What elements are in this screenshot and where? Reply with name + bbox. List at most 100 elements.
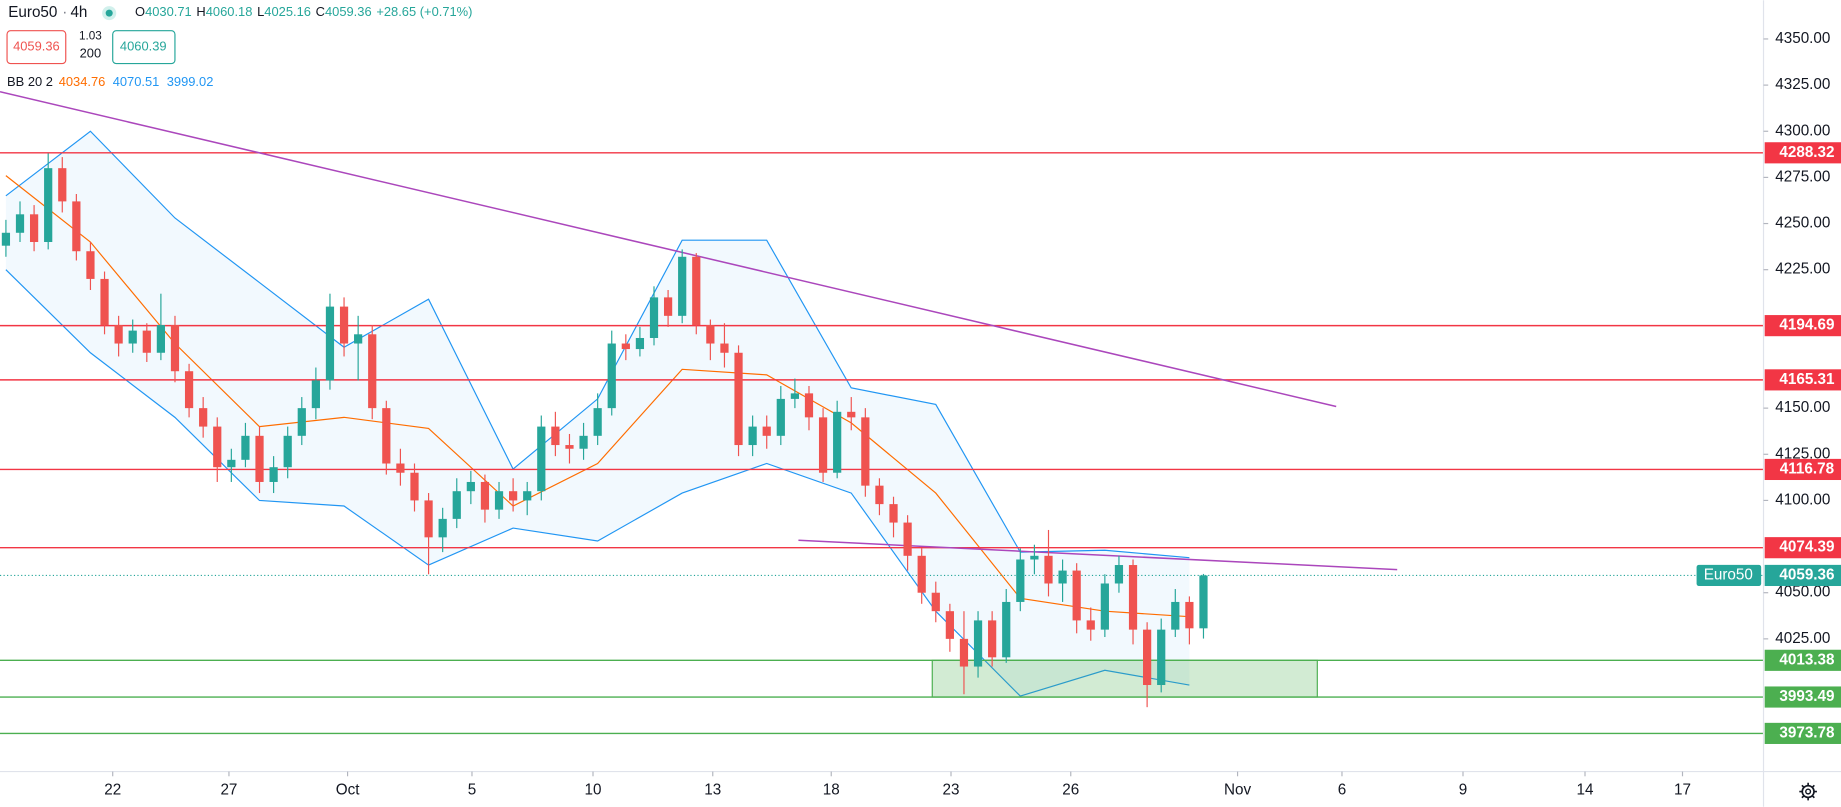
candle-body bbox=[861, 417, 870, 486]
y-tick-label: 4250.00 bbox=[1775, 215, 1830, 232]
ohlc-change: +28.65 (+0.71%) bbox=[376, 5, 472, 20]
candle-body bbox=[1114, 565, 1124, 584]
candle-body bbox=[368, 334, 377, 409]
candle-body bbox=[29, 214, 39, 243]
candle-body bbox=[973, 620, 983, 667]
level-label-bg bbox=[1764, 686, 1841, 708]
candle-body bbox=[818, 417, 828, 473]
candle-body bbox=[1143, 629, 1152, 686]
candle-body bbox=[466, 481, 475, 492]
candle-body bbox=[523, 491, 532, 501]
candle-body bbox=[621, 343, 630, 350]
candle-body bbox=[44, 168, 53, 243]
candle-body bbox=[720, 343, 729, 353]
support-zone bbox=[931, 659, 1318, 698]
candle-body bbox=[593, 408, 602, 436]
ohlc-label: O bbox=[135, 5, 145, 20]
candle-body bbox=[959, 638, 969, 667]
candle-body bbox=[537, 426, 546, 492]
candle-body bbox=[199, 408, 208, 427]
level-label-bg bbox=[1764, 369, 1841, 391]
candle-body bbox=[339, 306, 349, 344]
candle-body bbox=[480, 481, 490, 510]
level-label: 3973.78 bbox=[1779, 724, 1835, 741]
axes: 4350.00 4325.00 4300.00 4275.00 4250.00 4225.… bbox=[104, 30, 1841, 798]
candle-body bbox=[931, 592, 940, 612]
candle-body bbox=[579, 435, 588, 449]
candle-body bbox=[1016, 559, 1025, 602]
candle-body bbox=[509, 491, 518, 501]
candle-body bbox=[663, 297, 673, 316]
candle-body bbox=[635, 337, 645, 350]
y-tick-label: 4350.00 bbox=[1775, 30, 1830, 47]
y-tick-label: 4125.00 bbox=[1775, 445, 1830, 462]
candle-body bbox=[452, 491, 461, 519]
y-tick-label: 4225.00 bbox=[1775, 261, 1830, 278]
level-label: 4288.32 bbox=[1779, 144, 1834, 161]
buy-button[interactable] bbox=[112, 30, 176, 65]
x-tick-label: 5 bbox=[468, 781, 476, 798]
separator: · bbox=[62, 4, 67, 21]
y-tick-label: 4050.00 bbox=[1775, 584, 1830, 601]
candle-body bbox=[1058, 570, 1067, 584]
candle-body bbox=[565, 445, 574, 449]
indicator-value: 4070.51 bbox=[113, 74, 160, 89]
level-label: 3993.49 bbox=[1779, 688, 1834, 705]
candle-body bbox=[396, 463, 405, 473]
candle-body bbox=[142, 330, 151, 353]
trend-line bbox=[0, 91, 1337, 408]
candle-body bbox=[58, 168, 67, 202]
y-tick-label: 4150.00 bbox=[1775, 399, 1830, 416]
candle-body bbox=[1072, 570, 1081, 621]
candle-body bbox=[607, 343, 616, 409]
candle-body bbox=[1002, 601, 1011, 658]
y-tick-label: 4025.00 bbox=[1775, 630, 1830, 647]
market-status-dot bbox=[105, 9, 113, 17]
candle-body bbox=[241, 435, 250, 460]
candle-body bbox=[354, 334, 363, 344]
candle-body bbox=[847, 411, 856, 418]
symbol: Euro50 bbox=[8, 4, 57, 21]
x-tick-label: 18 bbox=[823, 781, 840, 798]
ohlc-label: L bbox=[257, 5, 264, 20]
last-price-bg bbox=[1764, 564, 1841, 587]
spread: 1.03 bbox=[79, 30, 102, 43]
candle-body bbox=[762, 426, 771, 436]
indicator-values: 4034.76 4070.51 3999.02 bbox=[59, 74, 214, 89]
candle-body bbox=[1185, 601, 1194, 629]
x-tick-label: Nov bbox=[1224, 781, 1251, 798]
candle-body bbox=[903, 522, 912, 556]
candle-body bbox=[748, 426, 757, 446]
settings-icon[interactable] bbox=[1799, 782, 1817, 801]
ohlc-value: 4025.16 bbox=[264, 5, 311, 20]
gear-teeth bbox=[1799, 782, 1817, 801]
y-tick-label: 4325.00 bbox=[1775, 76, 1830, 93]
last-price-name-bg bbox=[1696, 564, 1762, 587]
candle-body bbox=[1044, 555, 1053, 584]
candle-body bbox=[692, 256, 701, 326]
candle-body bbox=[15, 214, 25, 233]
ohlc-value: 4060.18 bbox=[206, 5, 253, 20]
plot-area bbox=[0, 91, 1764, 735]
x-tick-label: 10 bbox=[585, 781, 602, 798]
last-price-label: 4059.36 bbox=[1779, 566, 1834, 583]
candle-body bbox=[227, 459, 236, 468]
candle-body bbox=[156, 325, 166, 353]
sell-button[interactable] bbox=[6, 30, 67, 65]
y-tick-label: 4275.00 bbox=[1775, 168, 1830, 185]
candle-body bbox=[128, 330, 137, 344]
candle-body bbox=[790, 393, 800, 399]
level-label-bg bbox=[1764, 142, 1841, 164]
level-label-bg bbox=[1764, 649, 1841, 671]
x-tick-label: 9 bbox=[1459, 781, 1467, 798]
candle-body bbox=[889, 504, 898, 523]
candle-body bbox=[86, 251, 95, 279]
x-tick-label: 14 bbox=[1577, 781, 1594, 798]
legend: Euro50 · 4h O4030.71 H4060.18 L4025.16 C405… bbox=[6, 4, 472, 89]
ohlc: O4030.71 H4060.18 L4025.16 C4059.36 +28.65 (… bbox=[135, 5, 472, 20]
level-label: 4116.78 bbox=[1780, 460, 1835, 477]
candle-body bbox=[1171, 601, 1180, 630]
x-tick-label: 26 bbox=[1062, 781, 1079, 798]
